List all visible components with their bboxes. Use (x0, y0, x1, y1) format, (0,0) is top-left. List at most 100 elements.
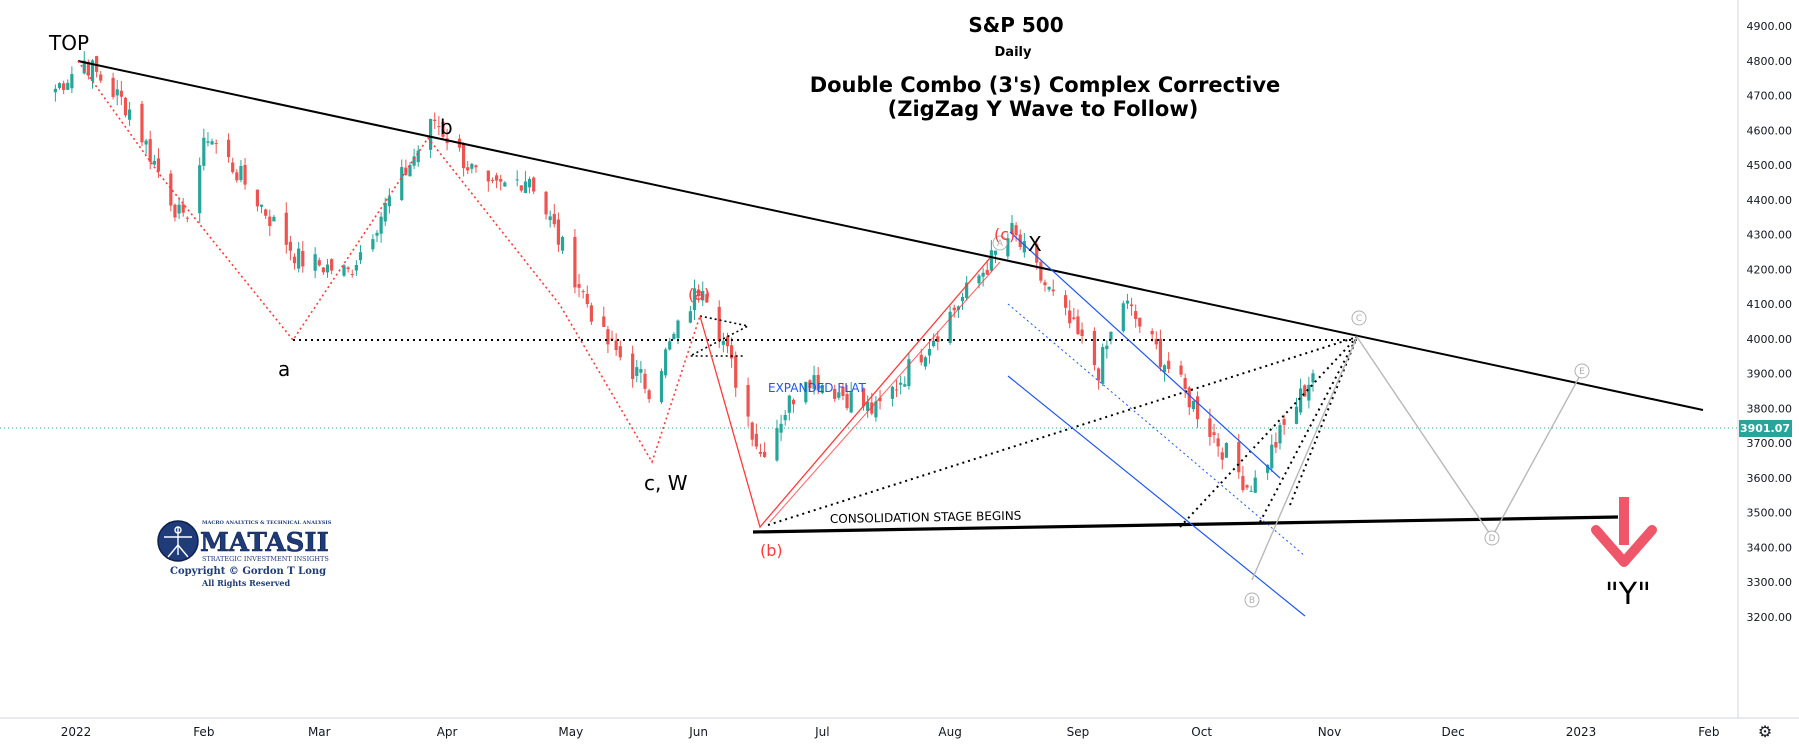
candle-body (1162, 365, 1167, 373)
candle-body (618, 346, 622, 358)
candle-body (1167, 360, 1171, 370)
candle-body (284, 212, 288, 245)
candle-body (226, 139, 231, 158)
gear-icon[interactable]: ⚙ (1758, 724, 1772, 741)
candle-body (243, 164, 247, 185)
candle-body (890, 386, 895, 399)
candle-body (837, 392, 841, 398)
candle-body (1109, 331, 1113, 340)
candle-body (985, 269, 989, 275)
candle-body (746, 384, 750, 417)
candle-body (639, 369, 643, 373)
y-tick-label: 4000.00 (1747, 333, 1793, 346)
candle-body (1080, 329, 1084, 336)
time-axis[interactable]: 2022 Feb Mar Apr May Jun Jul Aug Sep Oct Nov Dec 202… (0, 717, 1799, 739)
candle-body (894, 389, 899, 391)
candle-body (1063, 295, 1068, 308)
candle-body (532, 177, 536, 192)
candle-body (239, 165, 243, 181)
candle-body (1125, 300, 1130, 304)
candle-body (494, 175, 499, 181)
candle-body (861, 388, 866, 407)
svg-text:D: D (1489, 534, 1496, 544)
candle-body (66, 82, 70, 90)
x-tick-label: Aug (938, 725, 961, 739)
x-tick-label: Feb (1698, 725, 1719, 739)
candle-body (486, 170, 490, 182)
candle-body (956, 306, 960, 310)
candle-body (643, 373, 647, 389)
candle-body (631, 353, 635, 379)
candle-body (754, 433, 758, 447)
label-wave-b: (b) (760, 541, 783, 560)
price-axis[interactable]: 4900.00 4800.00 4700.00 4600.00 4500.00 4400.… (1737, 0, 1793, 718)
candle-body (1212, 432, 1216, 436)
candle-body (202, 137, 206, 166)
candle-body (140, 103, 144, 143)
svg-text:B: B (1249, 596, 1255, 606)
y-tick-label: 4700.00 (1747, 90, 1793, 103)
candle-body (701, 291, 705, 301)
candle-body (433, 119, 437, 122)
candle-body (235, 172, 239, 181)
candle-body (647, 390, 651, 400)
candle-body (466, 167, 470, 171)
label-wave-a: (a) (688, 285, 710, 304)
x-tick-label: May (558, 725, 583, 739)
candle-body (1183, 378, 1187, 389)
x-tick-label: Jul (814, 725, 829, 739)
candle-body (519, 185, 523, 191)
candle-body (231, 162, 235, 173)
y-tick-label: 4500.00 (1747, 159, 1793, 172)
fan-line-4 (1289, 336, 1358, 506)
svg-text:E: E (1579, 367, 1585, 377)
candle-body (692, 288, 697, 310)
candle-body (717, 306, 721, 342)
candle-body (527, 178, 532, 188)
candle-body (841, 386, 845, 396)
logo-rights: All Rights Reserved (201, 578, 290, 588)
candle-body (923, 357, 927, 367)
x-tick-label: Nov (1318, 725, 1341, 739)
candle-body (1138, 317, 1142, 327)
candle-body (977, 275, 981, 284)
svg-text:A: A (997, 239, 1004, 249)
candle-body (375, 232, 379, 236)
matasii-logo: MACRO ANALYTICS & TECHNICAL ANALYSIS MAT… (154, 514, 332, 594)
candle-body (152, 160, 156, 165)
y-tick-label: 3200.00 (1747, 611, 1793, 624)
candle-body (1282, 419, 1286, 425)
candle-body (899, 382, 903, 385)
candle-body (387, 196, 391, 207)
candle-body (581, 291, 585, 293)
candle-body (734, 355, 738, 388)
candle-body (1092, 330, 1097, 366)
fan-line-3 (1259, 336, 1358, 523)
candle-body (602, 316, 606, 327)
candle-body (919, 354, 923, 363)
candle-body (1311, 373, 1315, 383)
candle-body (1158, 338, 1163, 367)
candle-body (259, 204, 264, 207)
candle-body (1047, 286, 1051, 290)
candle-body (688, 311, 692, 323)
candle-body (297, 248, 301, 269)
candle-body (989, 250, 993, 271)
candle-body (119, 90, 123, 97)
candle-body (264, 209, 268, 216)
candle-body (952, 307, 956, 311)
y-tick-label: 4800.00 (1747, 55, 1793, 68)
candle-body (523, 181, 528, 194)
candle-body (53, 88, 57, 93)
y-tick-label: 3400.00 (1747, 541, 1793, 554)
candle-body (214, 143, 218, 145)
candle-body (589, 305, 594, 322)
candle-body (927, 348, 932, 356)
candle-body (1249, 490, 1253, 492)
label-expanded-flat: EXPANDED FLAT (768, 381, 866, 395)
candle-body (206, 141, 210, 143)
candle-body (1216, 438, 1220, 447)
candle-body (556, 219, 561, 245)
candle-body (635, 367, 639, 376)
candle-body (313, 254, 317, 271)
